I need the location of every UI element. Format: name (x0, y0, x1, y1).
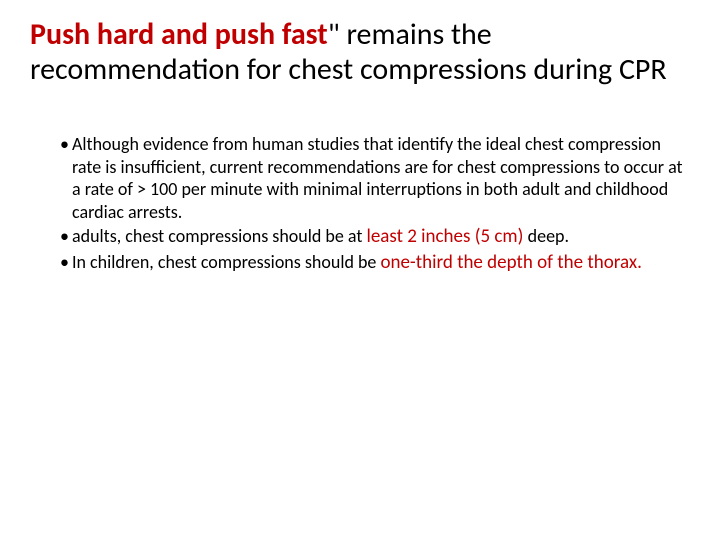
bullet-item: In children, chest compressions should b… (60, 251, 690, 275)
slide: Push hard and push fast" remains the rec… (0, 0, 720, 540)
bullet-text-prefix: adults, chest compressions should be at (72, 225, 366, 247)
bullet-list: Although evidence from human studies tha… (30, 133, 690, 275)
bullet-text-prefix: In children, chest compressions should b… (72, 251, 380, 273)
bullet-emphasis: one-third the depth of the thorax. (380, 251, 641, 274)
bullet-text-suffix: deep. (528, 225, 569, 247)
slide-title: Push hard and push fast" remains the rec… (30, 18, 690, 87)
title-emphasis: Push hard and push fast (30, 16, 328, 53)
bullet-item: adults, chest compressions should be at … (60, 225, 690, 249)
bullet-text: Although evidence from human studies tha… (72, 133, 683, 223)
bullet-emphasis: least 2 inches (5 cm) (366, 225, 527, 248)
bullet-item: Although evidence from human studies tha… (60, 133, 690, 223)
